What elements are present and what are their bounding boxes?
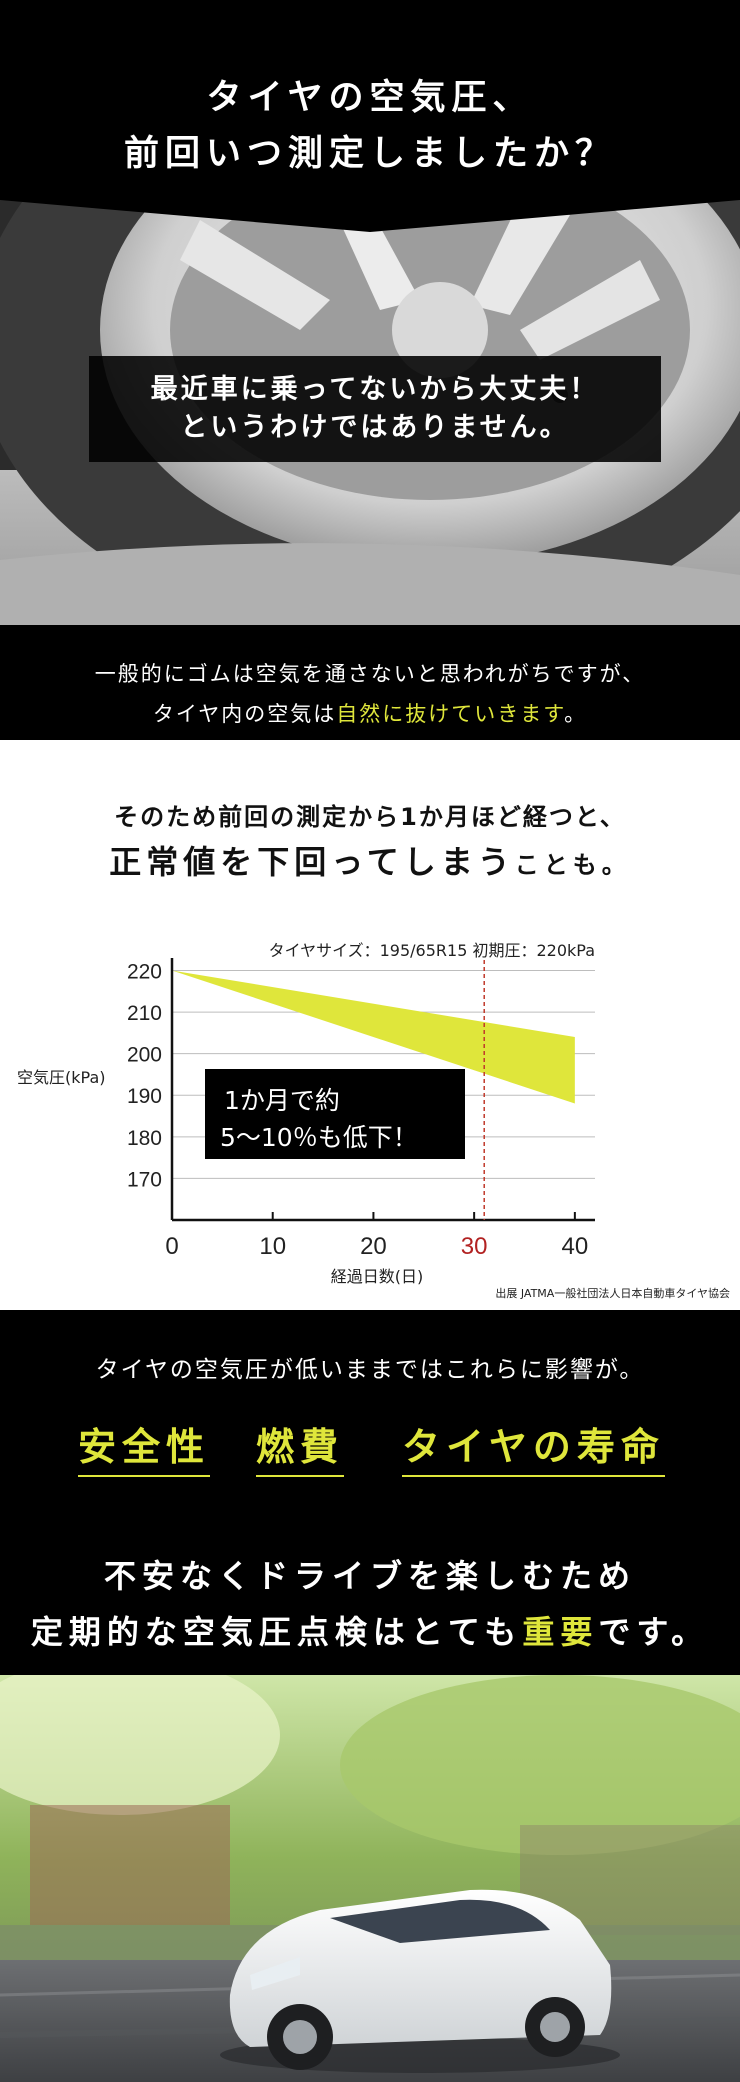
impact-msg-line2: 定期的な空気圧点検はとても重要です。	[0, 1604, 740, 1660]
air-leak-highlight: 自然に抜けていきます	[336, 702, 565, 726]
impact-msg-line1: 不安なくドライブを楽しむため	[103, 1557, 636, 1595]
impact-lead: タイヤの空気圧が低いままではこれらに影響が。	[95, 1357, 645, 1383]
impact-msg-suffix: です。	[598, 1613, 710, 1651]
callout-line1: 1か月で約	[224, 1086, 340, 1115]
driving-car-section	[0, 1675, 740, 2082]
hero-box-line1: 最近車に乗ってないから大丈夫！	[150, 374, 600, 405]
chart-intro-line1: そのため前回の測定から1か月ほど経つと、	[114, 803, 626, 831]
hero-title: タイヤの空気圧、 前回いつ測定しましたか？	[0, 70, 740, 182]
x-tick-label-0: 0	[165, 1233, 178, 1260]
chart-source: 出展 JATMA一般社団法人日本自動車タイヤ協会	[495, 1286, 730, 1300]
y-tick-label-210: 210	[127, 1002, 162, 1025]
x-tick-label-30: 30	[461, 1233, 488, 1260]
impact-section: タイヤの空気圧が低いままではこれらに影響が。 安全性 燃費 タイヤの寿命 不安な…	[0, 1310, 740, 1675]
hero-box-line2: というわけではありません。	[180, 412, 570, 443]
air-leak-band: 一般的にゴムは空気を通さないと思われがちですが、 タイヤ内の空気は自然に抜けてい…	[0, 625, 740, 740]
air-leak-prefix: タイヤ内の空気は	[152, 702, 337, 726]
car-shape	[220, 1889, 620, 2073]
y-tick-label-190: 190	[127, 1085, 162, 1108]
callout-box	[205, 1069, 465, 1159]
callout-line2: 5〜10％も低下！	[220, 1123, 418, 1152]
y-axis-label: 空気圧(kPa)	[17, 1068, 106, 1087]
flat-tire-photo	[0, 0, 740, 625]
driving-car-photo	[0, 1675, 740, 2082]
y-tick-label-170: 170	[127, 1168, 162, 1191]
hero-title-line1: タイヤの空気圧、	[206, 78, 534, 118]
hero-title-line2: 前回いつ測定しましたか？	[123, 134, 616, 174]
keyword-safety: 安全性	[78, 1416, 211, 1477]
pressure-band-area	[172, 970, 575, 1104]
hero-section: タイヤの空気圧、 前回いつ測定しましたか？ 最近車に乗ってないから大丈夫！ とい…	[0, 0, 740, 625]
pressure-chart-section: そのため前回の測定から1か月ほど経つと、 正常値を下回ってしまうことも。 220…	[0, 740, 740, 1310]
pressure-chart: 220 210 200 190 180 170 0 10 20 30 40 タイヤサイズ：195/65…	[17, 941, 730, 1300]
x-tick-label-40: 40	[562, 1233, 589, 1260]
keyword-tire-life: タイヤの寿命	[402, 1416, 665, 1477]
keyword-fuel: 燃費	[256, 1416, 345, 1477]
impact-message: 不安なくドライブを楽しむため 定期的な空気圧点検はとても重要です。	[0, 1548, 740, 1660]
chart-intro-big: 正常値を下回ってしまう	[109, 843, 515, 881]
air-leak-line2: タイヤ内の空気は自然に抜けていきます。	[0, 694, 740, 734]
air-leak-line1: 一般的にゴムは空気を通さないと思われがちですが、	[94, 662, 646, 686]
x-tick-label-10: 10	[259, 1233, 286, 1260]
chart-title: タイヤサイズ：195/65R15 初期圧：220kPa	[269, 941, 595, 960]
impact-msg-highlight: 重要	[522, 1613, 599, 1651]
y-tick-label-200: 200	[127, 1044, 162, 1067]
chart-intro-line2: 正常値を下回ってしまうことも。	[0, 838, 740, 892]
hero-message-box: 最近車に乗ってないから大丈夫！ というわけではありません。	[89, 356, 661, 462]
chart-intro-small: ことも。	[514, 851, 631, 879]
y-tick-label-220: 220	[127, 960, 162, 983]
impact-msg-prefix: 定期的な空気圧点検はとても	[30, 1613, 523, 1651]
x-tick-label-20: 20	[360, 1233, 387, 1260]
y-tick-label-180: 180	[127, 1127, 162, 1150]
air-leak-suffix: 。	[564, 702, 588, 726]
x-axis-label: 経過日数(日)	[331, 1267, 424, 1286]
